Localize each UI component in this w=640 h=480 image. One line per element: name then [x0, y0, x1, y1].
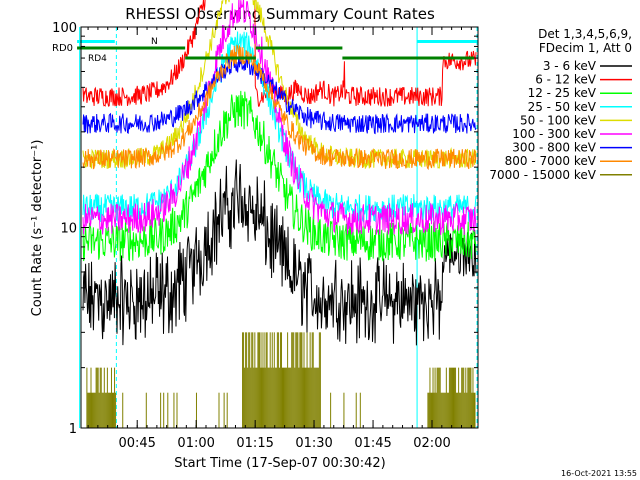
legend-label: 3 - 6 keV [543, 59, 597, 73]
legend-label: 25 - 50 keV [528, 100, 597, 114]
rd0-label: RD0 [52, 43, 73, 54]
axes: 1 10 100 00:45 01:00 01:15 01:30 01:45 02:00 [52, 21, 479, 451]
x-tick-label: 01:15 [236, 436, 273, 451]
legend-header-line-1: Det 1,3,4,5,6,9, [538, 27, 632, 41]
legend-label: 50 - 100 keV [520, 113, 597, 127]
y-tick-label: 100 [52, 21, 77, 36]
series-line [82, 44, 477, 171]
series-line [82, 0, 477, 170]
series-300-800-kev [82, 53, 477, 135]
legend-label: 800 - 7000 keV [505, 154, 597, 168]
x-tick-label: 01:00 [177, 436, 214, 451]
series-6-12-kev [82, 0, 477, 107]
y-tick-label: 10 [60, 222, 77, 237]
series-7000-15000-kev [86, 332, 476, 428]
plot-area: RD0 RD4 N [52, 0, 478, 428]
legend-label: 100 - 300 keV [512, 127, 596, 141]
y-tick-label: 1 [69, 422, 77, 437]
series-3-6-kev [82, 159, 477, 346]
series-line [82, 53, 477, 135]
legend-label: 12 - 25 keV [528, 86, 597, 100]
footer-date: 16-Oct-2021 13:55 [561, 469, 637, 478]
y-axis-label: Count Rate (s⁻¹ detector⁻¹) [30, 140, 45, 317]
series-50-100-kev [82, 0, 477, 170]
legend-header-line-2: FDecim 1, Att 0 [539, 41, 632, 55]
rd4-label: RD4 [88, 54, 107, 64]
x-tick-label: 02:00 [413, 436, 450, 451]
x-tick-label: 01:30 [295, 436, 332, 451]
series-12-25-kev [82, 90, 477, 262]
x-tick-label: 00:45 [118, 436, 155, 451]
legend-label: 300 - 800 keV [512, 141, 596, 155]
chart-title: RHESSI Observing Summary Count Rates [125, 5, 435, 23]
legend: Det 1,3,4,5,6,9, FDecim 1, Att 0 3 - 6 k… [489, 27, 632, 182]
series-800-7000-kev [82, 44, 477, 171]
legend-label: 7000 - 15000 keV [489, 168, 596, 182]
x-axis-label: Start Time (17-Sep-07 00:30:42) [174, 456, 385, 471]
series-line [82, 0, 477, 107]
series-line [82, 159, 477, 346]
legend-label: 6 - 12 keV [535, 73, 597, 87]
series-line [82, 90, 477, 262]
flag-bars: RD0 RD4 N [52, 37, 478, 64]
night-label: N [151, 37, 158, 47]
x-tick-label: 01:45 [354, 436, 391, 451]
